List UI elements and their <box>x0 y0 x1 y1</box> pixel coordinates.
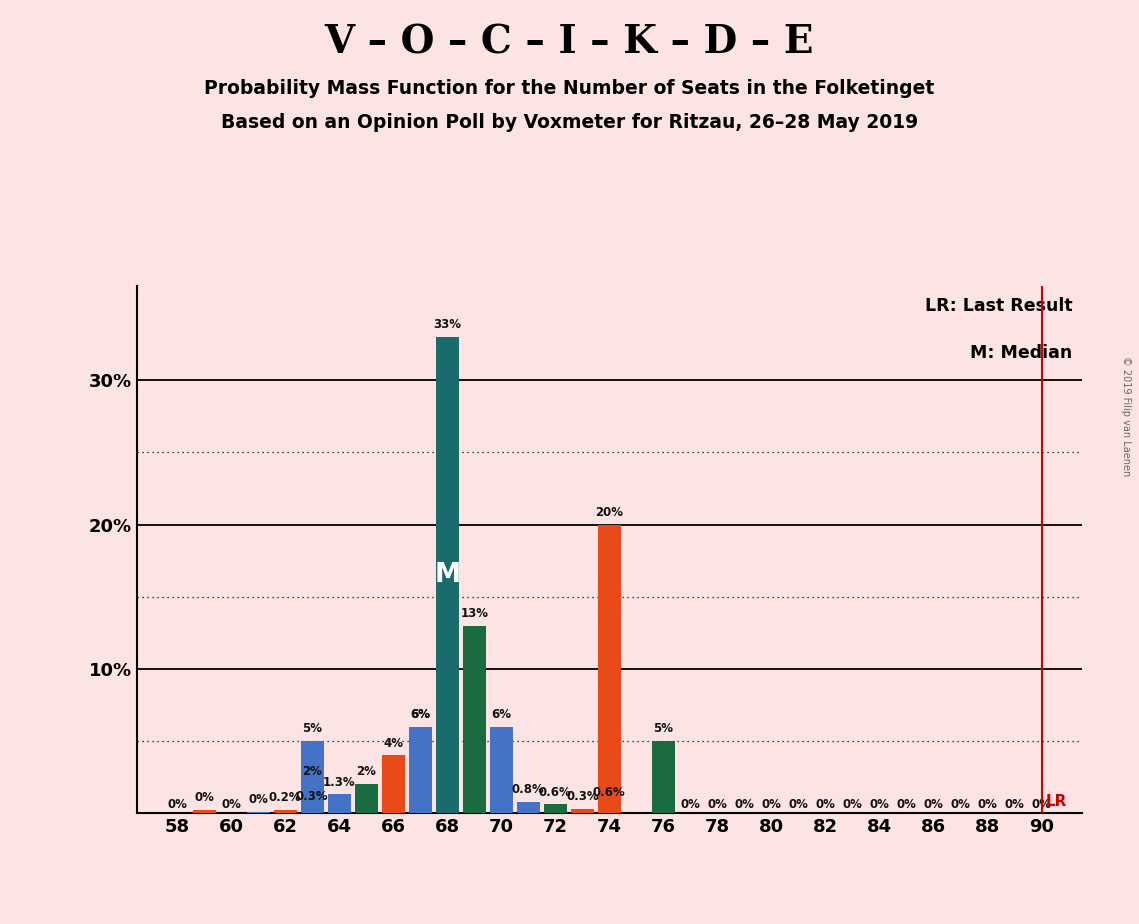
Text: 0%: 0% <box>843 798 862 811</box>
Text: 6%: 6% <box>491 708 511 721</box>
Text: 5%: 5% <box>302 723 322 736</box>
Bar <box>436 337 459 813</box>
Text: Based on an Opinion Poll by Voxmeter for Ritzau, 26–28 May 2019: Based on an Opinion Poll by Voxmeter for… <box>221 113 918 132</box>
Bar <box>598 525 621 813</box>
Text: 0%: 0% <box>248 793 268 806</box>
Text: 0%: 0% <box>924 798 943 811</box>
Bar <box>517 802 540 813</box>
Bar <box>273 810 297 813</box>
Text: © 2019 Filip van Laenen: © 2019 Filip van Laenen <box>1121 356 1131 476</box>
Text: 2%: 2% <box>302 765 322 779</box>
Text: 0%: 0% <box>816 798 835 811</box>
Bar <box>409 726 432 813</box>
Bar <box>598 805 621 813</box>
Text: 0.8%: 0.8% <box>511 783 544 796</box>
Bar <box>354 784 378 813</box>
Bar <box>571 808 593 813</box>
Text: 0%: 0% <box>788 798 809 811</box>
Text: 0.6%: 0.6% <box>539 785 572 798</box>
Text: 0%: 0% <box>896 798 917 811</box>
Text: 0%: 0% <box>951 798 970 811</box>
Bar <box>490 726 513 813</box>
Text: 0%: 0% <box>680 798 700 811</box>
Bar <box>543 805 567 813</box>
Text: 2%: 2% <box>357 765 376 779</box>
Text: 0%: 0% <box>869 798 890 811</box>
Text: M: Median: M: Median <box>970 345 1073 362</box>
Bar <box>301 784 323 813</box>
Text: 4%: 4% <box>384 736 403 749</box>
Bar <box>301 808 323 813</box>
Bar <box>462 626 486 813</box>
Bar <box>247 811 270 813</box>
Bar <box>328 795 351 813</box>
Bar <box>301 741 323 813</box>
Bar <box>409 726 432 813</box>
Text: 0.3%: 0.3% <box>566 790 599 803</box>
Text: 20%: 20% <box>596 505 623 518</box>
Text: 0.3%: 0.3% <box>296 790 328 803</box>
Text: 0.6%: 0.6% <box>593 785 625 798</box>
Bar <box>652 741 675 813</box>
Bar <box>382 756 404 813</box>
Bar <box>301 808 323 813</box>
Text: 0%: 0% <box>1005 798 1024 811</box>
Text: 6%: 6% <box>410 708 431 721</box>
Text: 33%: 33% <box>433 318 461 331</box>
Text: 0%: 0% <box>195 792 214 805</box>
Text: 0.2%: 0.2% <box>269 792 302 805</box>
Text: M: M <box>434 562 460 588</box>
Text: LR: Last Result: LR: Last Result <box>925 297 1073 315</box>
Text: LR: LR <box>1046 794 1067 808</box>
Text: 0%: 0% <box>221 798 241 811</box>
Text: 0%: 0% <box>977 798 998 811</box>
Text: V – O – C – I – K – D – E: V – O – C – I – K – D – E <box>325 23 814 61</box>
Text: 5%: 5% <box>654 723 673 736</box>
Text: 1.3%: 1.3% <box>323 775 355 788</box>
Text: 0%: 0% <box>707 798 728 811</box>
Text: 0%: 0% <box>167 798 187 811</box>
Text: Probability Mass Function for the Number of Seats in the Folketinget: Probability Mass Function for the Number… <box>204 79 935 98</box>
Text: 0%: 0% <box>735 798 754 811</box>
Text: 6%: 6% <box>410 708 431 721</box>
Text: 13%: 13% <box>460 607 489 620</box>
Text: 0%: 0% <box>762 798 781 811</box>
Bar <box>192 810 215 813</box>
Text: 0%: 0% <box>1032 798 1051 811</box>
